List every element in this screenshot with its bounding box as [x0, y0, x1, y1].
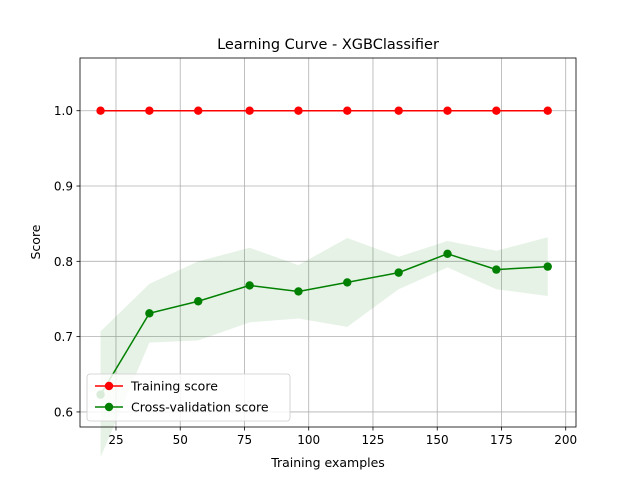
- series-0-point: [492, 106, 501, 115]
- series-lines: [96, 106, 552, 399]
- legend-entry-label: Cross-validation score: [131, 400, 269, 415]
- x-tick-label: 100: [297, 433, 320, 447]
- series-1-point: [294, 287, 303, 296]
- series-1-point: [245, 281, 254, 290]
- series-0-point: [145, 106, 154, 115]
- x-tick-label: 25: [108, 433, 123, 447]
- x-tick-label: 125: [362, 433, 385, 447]
- legend-entry-label: Training score: [130, 379, 218, 394]
- legend-swatch-marker: [104, 381, 114, 391]
- x-tick-label: 75: [237, 433, 252, 447]
- plot-area: [79, 57, 577, 458]
- series-0-point: [343, 106, 352, 115]
- y-tick-label: 0.9: [54, 180, 73, 194]
- legend: Training score Cross-validation score: [86, 373, 291, 422]
- axes-frame: [79, 57, 577, 428]
- x-tick-label: 175: [490, 433, 513, 447]
- chart-title: Learning Curve - XGBClassifier: [217, 37, 439, 53]
- score-bands: [100, 237, 548, 458]
- y-tick-label: 0.7: [54, 330, 73, 344]
- x-tick-label: 150: [426, 433, 449, 447]
- series-1-point: [394, 268, 403, 277]
- x-tick-label: 200: [554, 433, 577, 447]
- series-1-point: [492, 265, 501, 274]
- series-0-point: [394, 106, 403, 115]
- series-0-point: [543, 106, 552, 115]
- x-tick-label: 50: [173, 433, 188, 447]
- series-1-band: [100, 237, 548, 458]
- series-1-point: [443, 249, 452, 258]
- series-0-point: [96, 106, 105, 115]
- series-0-point: [294, 106, 303, 115]
- series-1-point: [145, 309, 154, 318]
- axis-ticks: 25 50 75 100 125 150 175 200 0.6 0.7 0.8 0.9 1.0: [54, 104, 577, 447]
- series-1-line: [99, 253, 548, 396]
- y-tick-label: 0.6: [54, 405, 73, 419]
- series-1-point: [194, 297, 203, 306]
- x-axis-label: Training examples: [270, 455, 385, 470]
- series-0-point: [194, 106, 203, 115]
- y-axis-label: Score: [28, 224, 43, 259]
- series-0-point: [443, 106, 452, 115]
- y-tick-label: 1.0: [54, 104, 73, 118]
- legend-box: [86, 373, 291, 422]
- y-tick-label: 0.8: [54, 255, 73, 269]
- series-1-point: [343, 278, 352, 287]
- legend-swatch-marker: [104, 402, 114, 412]
- series-0-point: [245, 106, 254, 115]
- grid-lines: [80, 58, 576, 427]
- series-1-point: [543, 262, 552, 271]
